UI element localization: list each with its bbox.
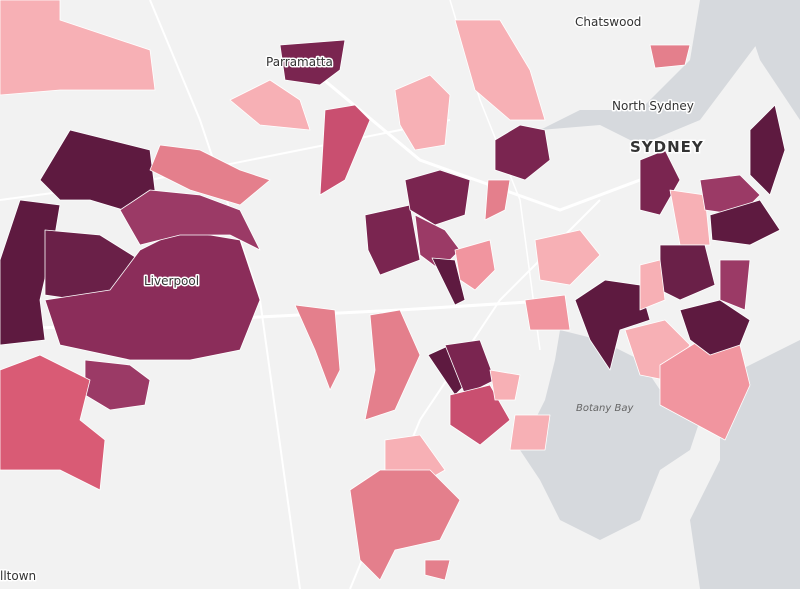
suburb bbox=[404, 169, 471, 226]
suburb bbox=[509, 414, 551, 451]
suburb bbox=[574, 279, 651, 371]
suburb bbox=[639, 149, 681, 216]
suburb bbox=[364, 309, 421, 421]
place-label: Chatswood bbox=[575, 15, 641, 29]
suburb bbox=[44, 229, 261, 361]
harbour bbox=[540, 0, 800, 145]
water-label: Botany Bay bbox=[576, 403, 634, 414]
suburb bbox=[319, 104, 371, 196]
suburb bbox=[494, 124, 551, 181]
suburb bbox=[649, 44, 691, 69]
ocean bbox=[740, 0, 800, 120]
suburbs bbox=[0, 0, 786, 581]
suburb bbox=[364, 204, 421, 276]
suburb bbox=[431, 257, 466, 306]
place-label: lltown bbox=[0, 569, 36, 583]
place-label: Parramatta bbox=[266, 55, 333, 69]
suburb bbox=[669, 189, 711, 246]
suburb bbox=[709, 199, 781, 246]
suburb bbox=[534, 229, 601, 286]
suburb bbox=[349, 469, 461, 581]
suburb bbox=[119, 189, 261, 251]
suburb bbox=[524, 294, 571, 331]
suburb bbox=[719, 259, 751, 311]
suburb bbox=[424, 559, 451, 581]
suburb bbox=[0, 354, 106, 491]
suburb bbox=[484, 179, 511, 221]
suburb bbox=[749, 104, 786, 196]
suburb bbox=[294, 304, 341, 391]
suburb bbox=[0, 0, 156, 96]
suburb bbox=[229, 79, 311, 131]
suburb bbox=[394, 74, 451, 151]
place-label: Liverpool bbox=[144, 274, 199, 288]
suburb bbox=[489, 369, 521, 401]
suburb bbox=[149, 144, 271, 206]
place-label: North Sydney bbox=[612, 99, 694, 113]
suburb bbox=[454, 19, 546, 121]
place-labels: Chatswood Parramatta North Sydney SYDNEY… bbox=[0, 14, 704, 585]
botany-bay bbox=[520, 330, 700, 540]
place-label: SYDNEY bbox=[630, 138, 704, 156]
suburb bbox=[639, 259, 666, 311]
water bbox=[520, 0, 800, 589]
ocean bbox=[690, 340, 800, 589]
suburb bbox=[279, 39, 346, 86]
suburb bbox=[454, 239, 496, 291]
